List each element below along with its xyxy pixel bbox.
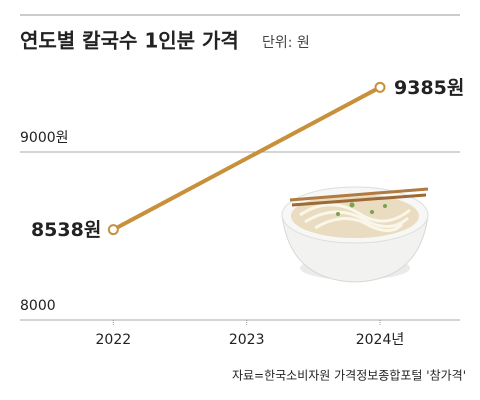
noodle-bowl (281, 186, 429, 283)
marker (374, 81, 386, 93)
value-label: 8538원 (31, 219, 101, 241)
source: 자료=한국소비자원 가격정보종합포털 '참가격' (232, 369, 466, 383)
x-tick-label: 2022 (96, 332, 132, 348)
y-tick-label: 9000원 (20, 130, 69, 146)
x-tick-label: 2024년 (356, 332, 405, 348)
chart-subtitle: 단위: 원 (262, 35, 310, 51)
value-label: 9385원 (394, 77, 464, 99)
marker (107, 224, 119, 236)
y-tick-label: 8000 (20, 298, 56, 314)
chart-title: 연도별 칼국수 1인분 가격 (20, 29, 239, 53)
line (112, 85, 381, 232)
x-tick-label: 2023 (229, 332, 265, 348)
